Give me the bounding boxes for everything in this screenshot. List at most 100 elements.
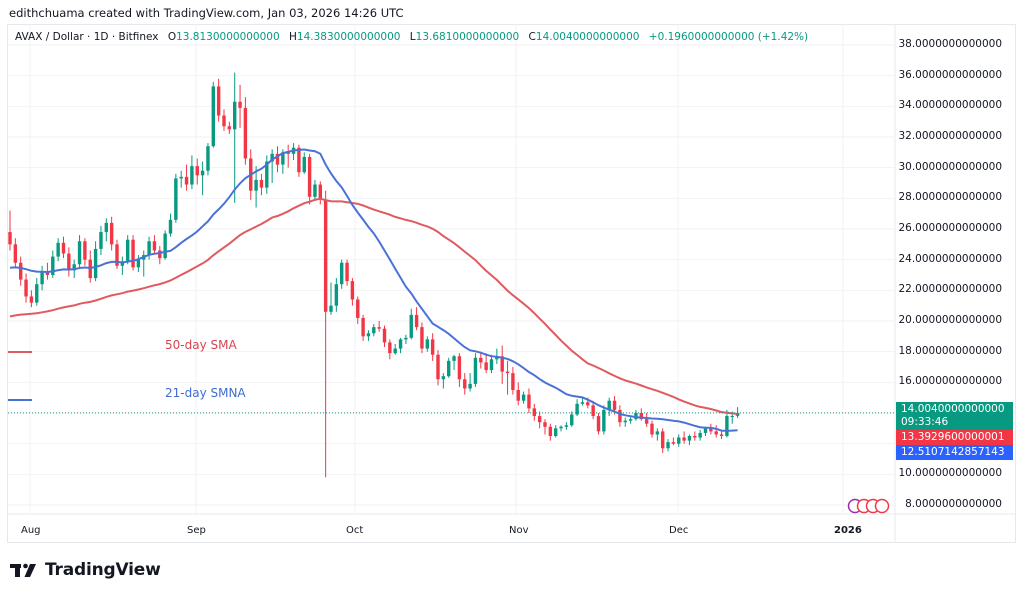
high-label: H <box>289 31 297 43</box>
candle-down <box>115 244 119 266</box>
candle-down <box>682 437 686 441</box>
candle-up <box>607 400 611 410</box>
candle-down <box>318 184 322 200</box>
candle-up <box>452 356 456 361</box>
candle-down <box>463 379 467 389</box>
symbol-legend: AVAX / Dollar · 1D · Bitfinex O13.813000… <box>15 31 808 43</box>
sma21-line <box>9 148 738 432</box>
candle-up <box>190 166 194 185</box>
candle-up <box>703 428 708 433</box>
candle-down <box>650 423 654 435</box>
candle-down <box>345 262 349 282</box>
candle-up <box>409 314 413 338</box>
tradingview-logo-icon <box>10 563 36 577</box>
sma21-price-tag: 12.5107142857143 <box>896 445 1013 460</box>
price-axis-label: 36.0000000000000 <box>898 68 1002 81</box>
tradingview-brand[interactable]: TradingView <box>10 560 161 580</box>
candle-down <box>8 232 12 245</box>
candle-up <box>40 271 44 285</box>
sma21-annotation: 21-day SMNA <box>165 386 246 400</box>
candle-up <box>372 327 376 334</box>
candle-up <box>334 284 339 306</box>
candle-down <box>131 239 135 268</box>
price-axis-label: 28.0000000000000 <box>898 191 1002 204</box>
time-label-2026: 2026 <box>834 525 862 536</box>
candle-down <box>361 317 365 337</box>
candle-down <box>109 222 114 245</box>
candle-down <box>238 101 242 108</box>
candle-down <box>511 373 515 390</box>
time-label-sep: Sep <box>187 525 206 536</box>
candle-down <box>548 426 553 436</box>
candle-down <box>67 253 71 271</box>
candle-down <box>457 356 462 380</box>
candle-up <box>634 412 638 420</box>
candle-up <box>580 402 585 404</box>
candle-up <box>179 176 183 179</box>
candle-down <box>158 250 162 259</box>
candle-up <box>735 412 740 416</box>
candle-up <box>655 431 660 435</box>
candle-down <box>484 362 488 371</box>
candle-down <box>527 394 531 409</box>
candle-up <box>77 241 82 265</box>
candle-down <box>216 86 221 116</box>
candle-down <box>639 412 643 420</box>
candle-up <box>473 357 478 384</box>
candle-down <box>29 296 34 303</box>
candle-down <box>671 442 676 444</box>
candle-up <box>730 416 734 418</box>
candle-up <box>313 184 317 197</box>
candle-up <box>329 305 333 312</box>
time-label-dec: Dec <box>669 525 689 536</box>
candle-down <box>297 147 301 173</box>
candle-down <box>714 431 718 435</box>
candle-up <box>136 259 141 268</box>
candle-up <box>104 222 108 233</box>
candle-up <box>211 86 215 147</box>
candle-down <box>388 342 392 354</box>
candle-down <box>350 281 355 300</box>
candle-up <box>425 339 429 349</box>
candle-up <box>206 146 210 171</box>
candle-down <box>612 400 617 410</box>
sma50-line <box>9 197 738 415</box>
economic-event-icon[interactable] <box>874 498 890 514</box>
last-price-value: 14.0040000000000 <box>901 403 1005 415</box>
candle-up <box>698 432 702 438</box>
candle-down <box>227 126 232 130</box>
candle-down <box>13 244 18 263</box>
candle-down <box>414 314 419 328</box>
candle-up <box>163 233 167 259</box>
chart-attribution: edithchuama created with TradingView.com… <box>9 6 404 20</box>
candle-up <box>447 360 451 377</box>
price-axis-label: 30.0000000000000 <box>898 160 1002 173</box>
symbol-title[interactable]: AVAX / Dollar · 1D · Bitfinex <box>15 31 159 43</box>
candle-up <box>489 359 494 371</box>
candle-down <box>618 409 622 423</box>
candle-up <box>725 416 729 436</box>
candle-up <box>51 256 55 275</box>
candle-down <box>430 339 435 355</box>
brand-name: TradingView <box>45 560 161 580</box>
price-axis-label: 34.0000000000000 <box>898 99 1002 112</box>
candle-down <box>356 299 360 318</box>
candle-up <box>302 156 306 173</box>
candle-up <box>99 232 103 249</box>
candle-down <box>591 405 595 417</box>
price-axis-label: 18.0000000000000 <box>898 344 1002 357</box>
candle-up <box>366 333 371 337</box>
candle-down <box>184 176 189 185</box>
candle-down <box>532 408 536 417</box>
candle-up <box>174 178 178 220</box>
open-value: 13.8130000000000 <box>176 31 280 43</box>
change-value: +0.1960000000000 (+1.42%) <box>648 31 809 43</box>
low-value: 13.6810000000000 <box>415 31 520 43</box>
price-axis-label: 16.0000000000000 <box>898 375 1002 388</box>
close-label: C <box>528 31 536 43</box>
candle-up <box>468 383 472 389</box>
candle-up <box>147 241 151 256</box>
candle-down <box>19 262 23 280</box>
candle-up <box>602 409 606 432</box>
